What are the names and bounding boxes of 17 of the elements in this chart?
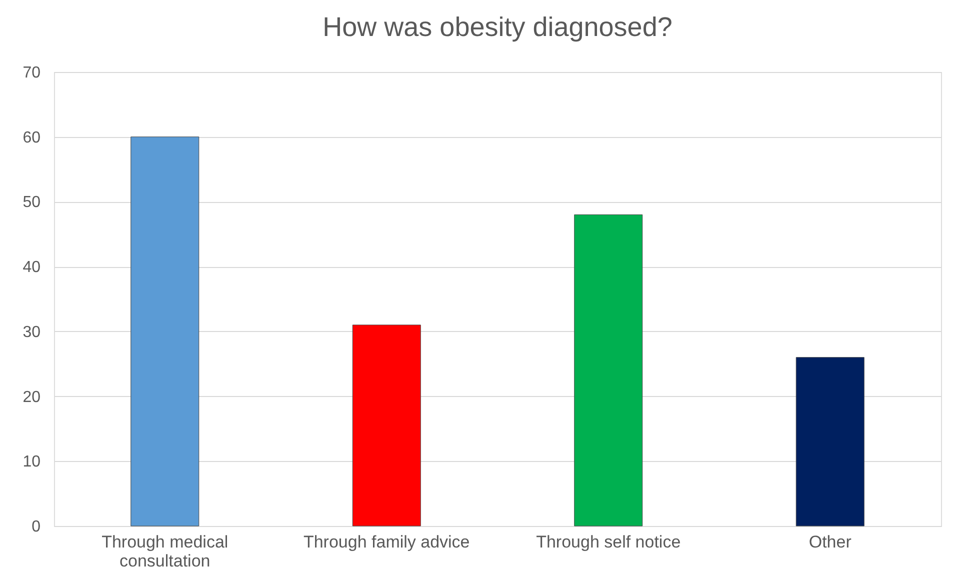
bar [130, 136, 200, 526]
y-tick-label: 40 [22, 259, 41, 276]
y-tick-label: 10 [22, 454, 41, 471]
y-tick-label: 70 [22, 64, 41, 82]
y-tick-label: 60 [22, 129, 41, 146]
bar [796, 357, 864, 526]
y-tick-label: 30 [22, 324, 41, 341]
bar [574, 214, 643, 526]
x-tick-label: Other [808, 532, 852, 552]
chart-title: How was obesity diagnosed? [322, 12, 672, 42]
y-tick-label: 50 [22, 194, 41, 212]
x-tick-label: Through family advice [303, 532, 470, 552]
y-tick-label: 0 [32, 518, 41, 536]
x-tick-label: Through self notice [536, 532, 681, 552]
x-tick-label: Through medical consultation [102, 532, 228, 570]
y-tick-label: 20 [22, 388, 41, 406]
bar [352, 324, 421, 526]
